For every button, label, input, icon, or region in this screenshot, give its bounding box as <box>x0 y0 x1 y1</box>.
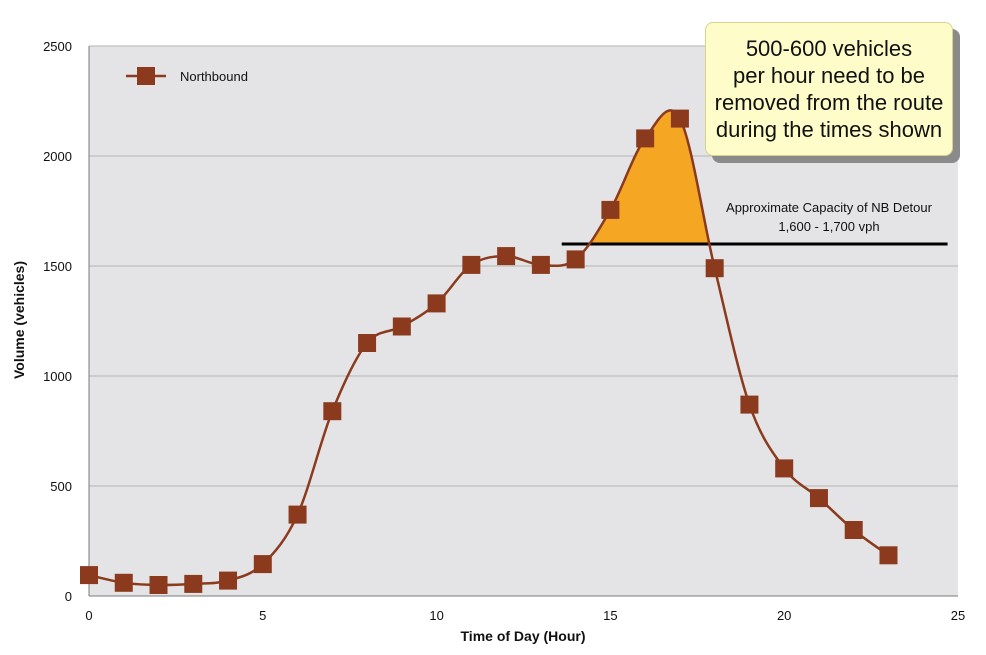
data-point-marker <box>219 571 238 590</box>
capacity-label-line1: Approximate Capacity of NB Detour <box>726 200 933 215</box>
data-point-marker <box>80 566 98 585</box>
data-point-marker <box>114 573 133 592</box>
axes <box>88 46 958 597</box>
y-tick-label: 2500 <box>43 39 72 54</box>
x-tick-label: 15 <box>603 608 617 623</box>
x-tick-label: 25 <box>951 608 965 623</box>
y-tick-label: 1000 <box>43 369 72 384</box>
legend: Northbound <box>126 67 248 85</box>
y-tick-label: 2000 <box>43 149 72 164</box>
data-point-marker <box>427 294 446 313</box>
data-point-marker <box>253 555 272 574</box>
capacity-label-line2: 1,600 - 1,700 vph <box>778 219 879 234</box>
annotation-callout: 500-600 vehicles per hour need to be rem… <box>705 22 953 156</box>
data-point-marker <box>566 250 585 269</box>
data-point-marker <box>288 505 307 524</box>
x-tick-label: 20 <box>777 608 791 623</box>
data-point-marker <box>531 255 550 274</box>
y-tick-label: 1500 <box>43 259 72 274</box>
y-axis-title: Volume (vehicles) <box>11 261 27 379</box>
data-point-marker <box>670 109 689 128</box>
data-point-marker <box>636 129 655 148</box>
data-point-marker <box>775 459 794 478</box>
x-tick-label: 10 <box>429 608 443 623</box>
x-axis-title: Time of Day (Hour) <box>461 628 586 644</box>
data-point-marker <box>740 395 759 414</box>
series-markers <box>80 109 898 594</box>
callout-text: 500-600 vehicles per hour need to be rem… <box>714 36 944 142</box>
x-tick-labels: 0 5 10 15 20 25 <box>85 608 965 623</box>
data-point-marker <box>601 200 620 219</box>
data-point-marker <box>358 334 377 352</box>
x-tick-label: 0 <box>85 608 92 623</box>
data-point-marker <box>149 576 168 594</box>
grid-lines <box>89 45 958 487</box>
data-point-marker <box>809 489 828 508</box>
data-point-marker <box>497 247 516 266</box>
legend-label: Northbound <box>180 69 248 84</box>
data-point-marker <box>844 521 863 539</box>
data-point-marker <box>879 546 898 565</box>
x-tick-label: 5 <box>259 608 266 623</box>
y-tick-label: 500 <box>50 479 72 494</box>
data-point-marker <box>392 317 411 336</box>
legend-marker <box>137 67 155 85</box>
data-point-marker <box>323 402 342 421</box>
data-point-marker <box>184 574 203 593</box>
y-tick-labels: 0 500 1000 1500 2000 2500 <box>43 39 72 604</box>
data-point-marker <box>705 259 724 278</box>
y-tick-label: 0 <box>65 589 72 604</box>
data-point-marker <box>462 255 481 274</box>
